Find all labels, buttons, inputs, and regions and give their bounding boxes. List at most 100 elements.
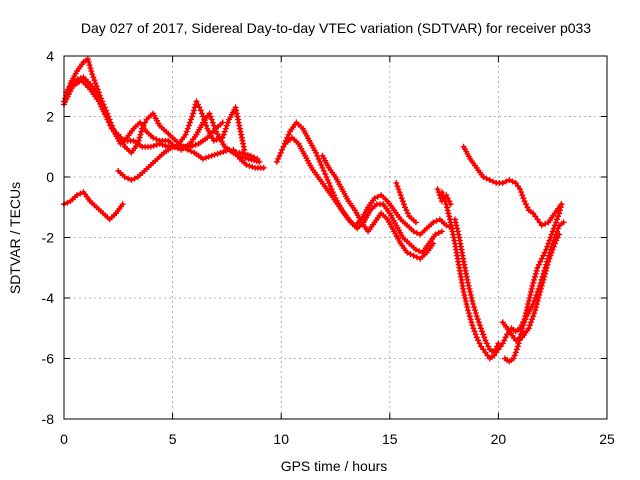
series-track-9 (319, 152, 437, 262)
data-point (159, 141, 166, 148)
data-point (483, 175, 490, 182)
data-point (480, 331, 487, 338)
data-point (530, 301, 537, 308)
data-point (131, 175, 138, 182)
data-point (512, 349, 519, 356)
series-line (462, 145, 564, 227)
data-point (136, 134, 143, 141)
data-point (463, 301, 470, 308)
data-point (462, 298, 469, 304)
data-point (189, 113, 196, 120)
data-point (316, 158, 323, 165)
data-point (210, 137, 217, 144)
data-point (197, 107, 204, 114)
data-point (328, 186, 335, 193)
data-point (208, 116, 215, 123)
data-point (542, 264, 549, 271)
data-point (540, 270, 547, 277)
data-point (475, 319, 482, 326)
data-point (444, 204, 450, 211)
y-tick-label: 0 (46, 169, 54, 185)
data-point (138, 128, 145, 135)
data-point (88, 68, 95, 75)
data-point (467, 292, 474, 298)
data-point (395, 186, 402, 193)
data-point (430, 240, 437, 247)
data-point (322, 171, 329, 177)
data-point (533, 267, 540, 274)
data-point (528, 319, 534, 326)
series-track-14 (501, 219, 567, 365)
data-point (531, 276, 537, 283)
data-point (538, 222, 545, 229)
data-point (445, 210, 452, 217)
data-point (446, 213, 453, 220)
data-point (544, 258, 551, 265)
x-tick-label: 0 (60, 431, 68, 447)
data-point (506, 177, 513, 183)
data-point (183, 128, 190, 135)
grid-lines (64, 56, 607, 419)
data-point (469, 322, 476, 329)
data-point (285, 131, 292, 138)
y-tick-label: -2 (42, 230, 55, 246)
data-point (467, 316, 474, 323)
data-point (397, 192, 404, 199)
data-point (512, 180, 519, 186)
data-point (327, 183, 334, 190)
data-point (184, 125, 191, 132)
data-point (476, 322, 483, 329)
data-point (443, 192, 450, 199)
data-point (313, 149, 319, 156)
data-point (464, 304, 471, 311)
data-point (200, 113, 206, 120)
data-point (444, 207, 451, 214)
data-point (532, 295, 539, 301)
data-point (529, 282, 536, 289)
data-point (468, 295, 475, 301)
series-track-6 (230, 146, 267, 171)
data-point (211, 151, 218, 158)
data-point (74, 192, 80, 199)
x-tick-label: 25 (599, 431, 615, 447)
data-point (208, 152, 215, 159)
data-point (521, 319, 528, 326)
data-point (125, 175, 132, 182)
data-point (501, 337, 508, 344)
data-point (438, 228, 445, 235)
data-point (543, 261, 550, 268)
data-point (472, 331, 479, 338)
data-point (518, 328, 525, 335)
data-point (451, 237, 458, 244)
data-point (525, 298, 532, 304)
data-point (547, 246, 554, 253)
data-point (551, 234, 558, 241)
y-tick-label: 2 (46, 109, 54, 125)
x-tick-label: 10 (273, 431, 289, 447)
data-point (320, 167, 327, 174)
series-track-4 (115, 119, 226, 183)
data-point (91, 77, 98, 84)
data-point (531, 298, 538, 304)
data-point (187, 143, 193, 150)
series-track-16 (434, 186, 454, 208)
data-point (532, 307, 539, 314)
data-point (412, 246, 419, 253)
data-point (455, 231, 462, 238)
data-point (223, 122, 230, 129)
data-point (430, 219, 437, 226)
data-point (247, 152, 254, 159)
data-point (150, 134, 157, 141)
data-point (92, 80, 99, 87)
data-point (465, 310, 472, 317)
data-point (465, 279, 471, 286)
data-point (324, 177, 331, 183)
data-point (452, 216, 458, 223)
data-point (520, 195, 527, 202)
data-point (234, 113, 241, 120)
data-point (517, 186, 524, 193)
data-point (471, 328, 478, 335)
data-point (399, 198, 406, 205)
data-point (452, 219, 459, 226)
data-point (280, 143, 287, 150)
